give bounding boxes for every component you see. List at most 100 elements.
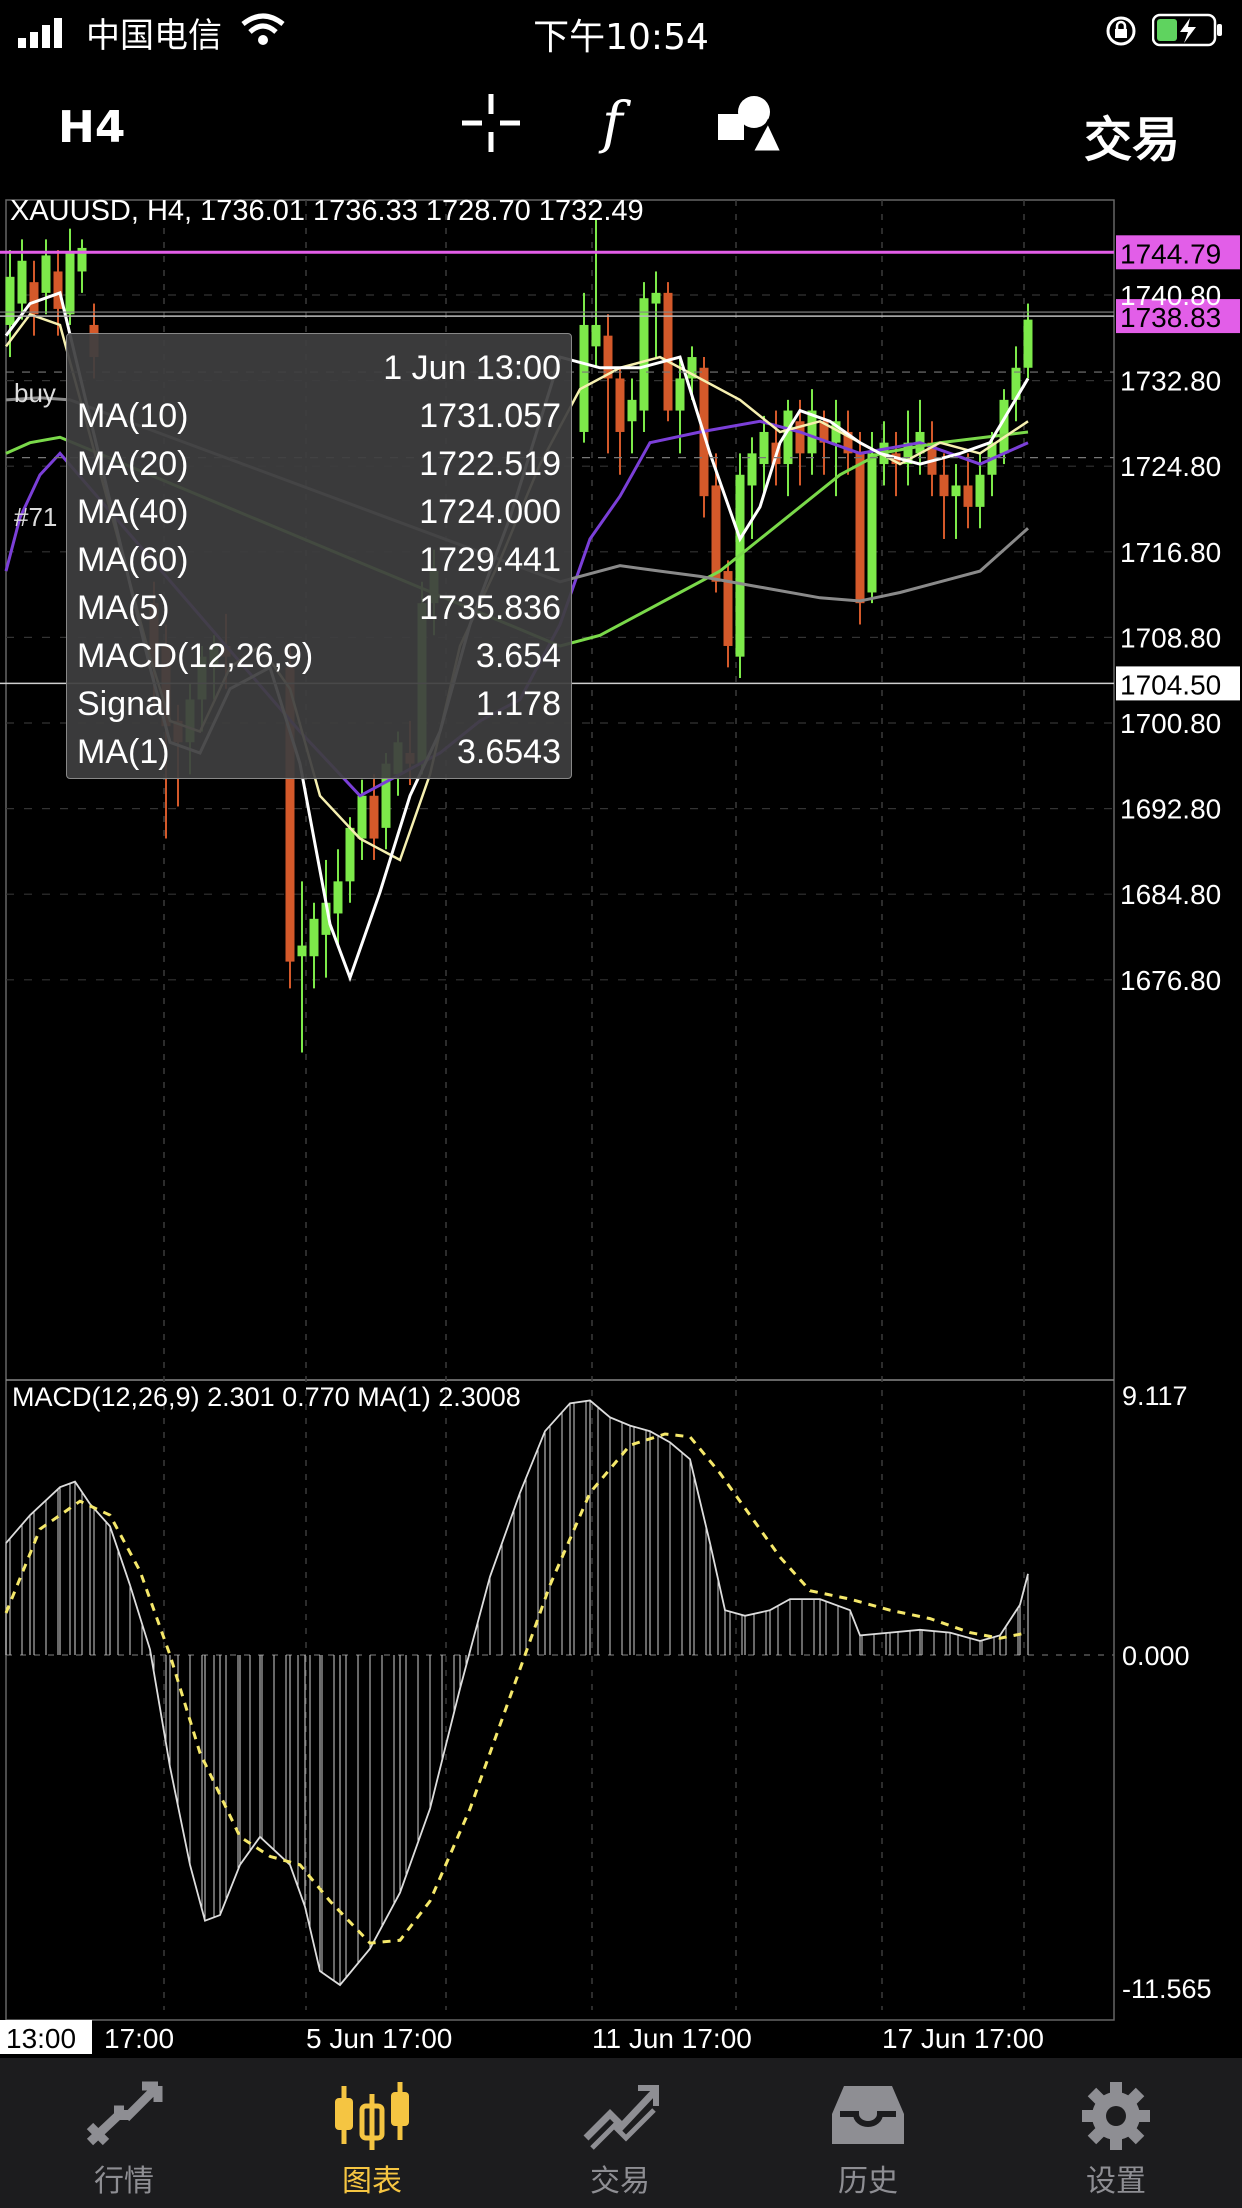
candle-body <box>579 324 589 432</box>
status-bar: 中国电信 下午10:54 <box>0 0 1242 62</box>
candle-body <box>819 421 829 443</box>
indicator-value: 1735.836 <box>419 589 561 627</box>
tab-label: 行情 <box>94 2164 154 2199</box>
order-label: buy <box>14 378 56 408</box>
candle-body <box>65 252 75 315</box>
quotes-icon <box>86 2081 163 2146</box>
candle-body <box>77 247 87 272</box>
tooltip-row: MA(20) 1722.519 <box>77 440 561 488</box>
data-window-tooltip: 1 Jun 13:00 MA(10) 1731.057 MA(20) 1722.519… <box>66 333 572 779</box>
candle-body <box>321 902 331 935</box>
tab-label: 历史 <box>838 2164 898 2199</box>
tooltip-row: MA(10) 1731.057 <box>77 392 561 440</box>
indicator-value: 1.178 <box>475 685 561 723</box>
candle-body <box>999 399 1009 454</box>
candle-body <box>41 255 51 293</box>
candle-body <box>309 918 319 957</box>
price-label: 1724.80 <box>1120 451 1221 482</box>
macd-scale-label: 0.000 <box>1122 1641 1190 1671</box>
candle-body <box>939 474 949 497</box>
objects-shapes-icon[interactable] <box>716 92 782 154</box>
price-label: 1708.80 <box>1120 622 1221 653</box>
indicator-name: MA(20) <box>77 445 189 483</box>
settings-gear-icon <box>1082 2082 1150 2150</box>
tooltip-time: 1 Jun 13:00 <box>383 349 561 387</box>
time-label: 17:00 <box>104 2023 174 2054</box>
candle-body <box>675 378 685 411</box>
rotation-lock-icon <box>1106 16 1136 46</box>
indicators-f-icon[interactable]: f <box>596 90 642 156</box>
order-label: #71 <box>14 502 57 532</box>
price-level-badge <box>1116 666 1240 701</box>
candle-body <box>333 881 343 914</box>
tooltip-row: MA(40) 1724.000 <box>77 488 561 536</box>
tab-label: 图表 <box>342 2164 402 2199</box>
tab-chart[interactable]: 图表 <box>248 2058 496 2208</box>
tooltip-row: MA(5) 1735.836 <box>77 584 561 632</box>
candle-body <box>951 485 961 497</box>
candle-body <box>735 474 745 657</box>
tooltip-row: Signal 1.178 <box>77 680 561 728</box>
macd-signal-line <box>4 1432 1029 1945</box>
macd-scale-label: 9.117 <box>1122 1381 1188 1411</box>
candle-body <box>687 357 697 379</box>
time-label: 5 Jun 17:00 <box>306 2023 452 2054</box>
candle-body <box>603 335 613 379</box>
candle-body <box>17 260 27 304</box>
svg-text:f: f <box>598 91 632 156</box>
candle-body <box>783 410 793 465</box>
candle-body <box>29 282 39 315</box>
candle-body <box>795 421 805 454</box>
chart-header: XAUUSD, H4, 1736.01 1736.33 1728.70 1732… <box>10 195 644 227</box>
indicator-value: 1729.441 <box>419 541 561 579</box>
price-levels: 1744.79 1738.83 1704.50 buy #71 <box>0 235 1240 701</box>
candle-body <box>381 763 391 828</box>
indicator-value: 1731.057 <box>419 397 561 435</box>
signal-bars-icon <box>18 18 62 48</box>
candle-body <box>963 485 973 507</box>
carrier-name: 中国电信 <box>86 16 222 56</box>
tab-settings[interactable]: 设置 <box>992 2058 1240 2208</box>
trade-icon <box>583 2085 659 2150</box>
candle-body <box>285 667 295 962</box>
trade-button[interactable]: 交易 <box>1083 112 1180 168</box>
price-level-value: 1704.50 <box>1120 669 1221 700</box>
timeframe-button[interactable]: H4 <box>58 102 126 153</box>
macd-panel <box>4 1399 1114 1987</box>
tab-history[interactable]: 历史 <box>744 2058 992 2208</box>
indicator-name: MA(5) <box>77 589 170 627</box>
tab-trade[interactable]: 交易 <box>496 2058 744 2208</box>
price-level-value: 1744.79 <box>1120 238 1221 269</box>
candle-body <box>975 474 985 507</box>
tab-label: 设置 <box>1086 2164 1146 2199</box>
time-label: 11 Jun 17:00 <box>592 2023 752 2054</box>
candle-body <box>711 485 721 582</box>
candle-body <box>1023 319 1033 368</box>
tab-quotes[interactable]: 行情 <box>0 2058 248 2208</box>
candle-body <box>831 421 841 443</box>
wifi-icon <box>241 13 285 45</box>
status-time: 下午10:54 <box>533 17 709 58</box>
chart-toolbar: H4 f 交易 <box>0 70 1242 190</box>
candle-body <box>747 453 757 486</box>
candle-body <box>5 276 15 325</box>
indicator-value: 3.6543 <box>457 733 561 771</box>
candle-body <box>723 571 733 646</box>
battery-charging-icon <box>1152 13 1222 47</box>
price-level-value: 1738.83 <box>1120 302 1221 333</box>
candle-body <box>855 453 865 604</box>
tooltip-row: MA(60) 1729.441 <box>77 536 561 584</box>
price-label: 1700.80 <box>1120 708 1221 739</box>
bottom-tab-bar: 行情 图表 交易 历史 <box>0 2058 1242 2208</box>
candle-body <box>903 442 913 465</box>
crosshair-icon[interactable] <box>460 92 522 154</box>
candle-body <box>663 292 673 411</box>
axes: 1740.80 1732.80 1724.80 1716.80 1708.80 1700.… <box>0 280 1221 2054</box>
candle-body <box>297 945 307 957</box>
time-label: 13:00 <box>6 2023 76 2054</box>
price-label: 1676.80 <box>1120 965 1221 996</box>
candle-body <box>639 298 649 411</box>
time-cursor-badge <box>0 2020 92 2054</box>
candle-body <box>53 271 63 309</box>
indicator-value: 1724.000 <box>419 493 561 531</box>
